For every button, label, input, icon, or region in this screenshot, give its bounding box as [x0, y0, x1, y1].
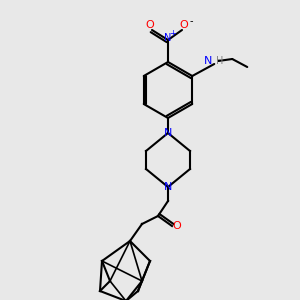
Text: N: N — [164, 128, 172, 138]
Text: +: + — [169, 29, 176, 38]
Text: -: - — [189, 16, 193, 26]
Text: O: O — [180, 20, 188, 30]
Text: O: O — [172, 221, 182, 231]
Text: N: N — [164, 33, 172, 43]
Text: N: N — [164, 182, 172, 192]
Text: H: H — [216, 56, 224, 66]
Text: O: O — [146, 20, 154, 30]
Text: N: N — [204, 56, 212, 66]
